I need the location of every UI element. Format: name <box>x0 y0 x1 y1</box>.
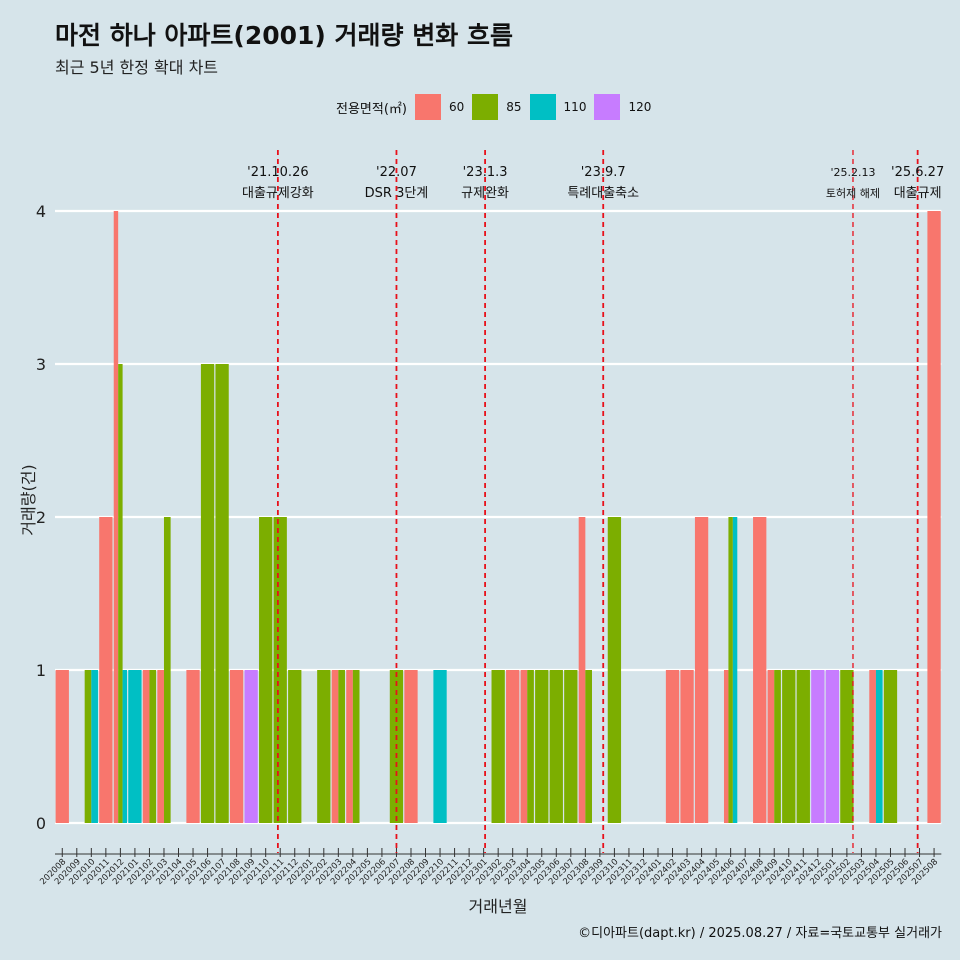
legend: 전용면적(㎡) 60 85 110 120 <box>336 94 659 120</box>
bar-202008-60 <box>55 670 69 823</box>
bar-202505-85 <box>883 670 898 823</box>
bar-202305-85 <box>535 670 549 823</box>
bar-202406-110 <box>732 517 738 823</box>
bar-202010-85 <box>84 670 92 823</box>
bar-202403-60 <box>680 670 694 823</box>
legend-swatch-85 <box>472 94 499 120</box>
bar-202012-85 <box>118 364 123 823</box>
bar-202011-60 <box>99 517 113 823</box>
bar-202310-85 <box>607 517 622 823</box>
y-tick-label-4: 4 <box>36 202 46 221</box>
legend-label-85: 85 <box>506 100 522 114</box>
legend-label-60: 60 <box>448 100 465 114</box>
bar-202502-85 <box>840 670 854 823</box>
bar-202107-85 <box>215 364 229 823</box>
bar-202504-110 <box>875 670 883 823</box>
legend-swatch-120 <box>594 94 621 120</box>
bar-202409-60 <box>767 670 775 823</box>
y-tick-label-2: 2 <box>36 508 46 527</box>
bar-202102-85 <box>149 670 157 823</box>
bar-202412-120 <box>811 670 825 823</box>
chart-subtitle: 최근 5년 한정 확대 차트 <box>55 58 219 77</box>
x-axis-title: 거래년월 <box>469 897 528 916</box>
bar-202411-85 <box>796 670 810 823</box>
event-date-5: '25.6.27 <box>891 165 944 180</box>
bar-202101-110 <box>128 670 142 823</box>
event-date-1: '22.07 <box>376 165 417 180</box>
bar-202208-60 <box>404 670 418 823</box>
bar-202406-60 <box>723 670 729 823</box>
bar-202111-85 <box>273 517 287 823</box>
bar-202308-60 <box>578 517 586 823</box>
bar-202307-85 <box>564 670 578 823</box>
bar-202404-60 <box>694 517 709 823</box>
bar-202302-85 <box>491 670 505 823</box>
bar-202504-60 <box>869 670 876 823</box>
bar-202408-60 <box>753 517 767 823</box>
bar-202306-85 <box>549 670 563 823</box>
legend-item-120: 120 <box>594 94 651 120</box>
legend-item-110: 110 <box>529 94 587 120</box>
bar-202110-85 <box>259 517 273 823</box>
bar-202103-85 <box>163 517 171 823</box>
bar-202012-110 <box>122 670 128 823</box>
bar-202108-60 <box>229 670 244 823</box>
y-axis-title: 거래량(건) <box>19 464 38 535</box>
legend-title: 전용면적(㎡) <box>336 101 407 117</box>
bar-202210-110 <box>433 670 447 823</box>
bar-202308-85 <box>585 670 592 823</box>
y-tick-label-3: 3 <box>36 355 46 374</box>
bar-202203-85 <box>338 670 345 823</box>
legend-label-110: 110 <box>563 100 587 114</box>
event-label-2: 규제완화 <box>461 186 509 201</box>
bar-202410-85 <box>782 670 796 823</box>
event-label-4: 토허제 해제 <box>826 186 880 200</box>
bar-202203-60 <box>331 670 339 823</box>
bar-202304-60 <box>520 670 528 823</box>
event-label-3: 특례대출축소 <box>567 186 639 201</box>
legend-swatch-110 <box>529 94 556 120</box>
bar-202106-85 <box>200 364 215 823</box>
event-date-3: '23.9.7 <box>581 165 626 180</box>
bar-202109-120 <box>244 670 258 823</box>
bar-202303-60 <box>506 670 520 823</box>
legend-label-120: 120 <box>628 100 652 114</box>
bar-202204-60 <box>346 670 353 823</box>
bar-202105-60 <box>186 670 200 823</box>
legend-item-60: 60 <box>414 94 465 120</box>
bar-202012-60 <box>113 211 119 823</box>
event-label-1: DSR 3단계 <box>365 186 429 201</box>
bar-202010-110 <box>91 670 98 823</box>
y-tick-label-0: 0 <box>36 814 46 833</box>
event-label-5: 대출규제 <box>894 186 942 201</box>
legend-item-85: 85 <box>472 94 522 120</box>
bar-202304-85 <box>527 670 534 823</box>
bar-202409-85 <box>774 670 781 823</box>
bar-202501-120 <box>825 670 840 823</box>
event-date-2: '23.1.3 <box>463 165 508 180</box>
bar-202103-60 <box>157 670 164 823</box>
bar-202402-60 <box>665 670 680 823</box>
bar-202204-85 <box>352 670 360 823</box>
chart-title: 마전 하나 아파트(2001) 거래량 변화 흐름 <box>55 21 513 50</box>
y-tick-label-1: 1 <box>36 661 46 680</box>
bar-202112-85 <box>288 670 302 823</box>
bar-202508-60 <box>927 211 941 823</box>
event-date-4: '25.2.13 <box>830 166 875 179</box>
caption: ©디아파트(dapt.kr) / 2025.08.27 / 자료=국토교통부 실… <box>578 926 942 941</box>
event-date-0: '21.10.26 <box>247 165 308 180</box>
bar-202102-60 <box>142 670 150 823</box>
bar-202202-85 <box>317 670 331 823</box>
bar-202406-85 <box>728 517 733 823</box>
legend-swatch-60 <box>414 94 441 120</box>
event-label-0: 대출규제강화 <box>242 186 314 201</box>
